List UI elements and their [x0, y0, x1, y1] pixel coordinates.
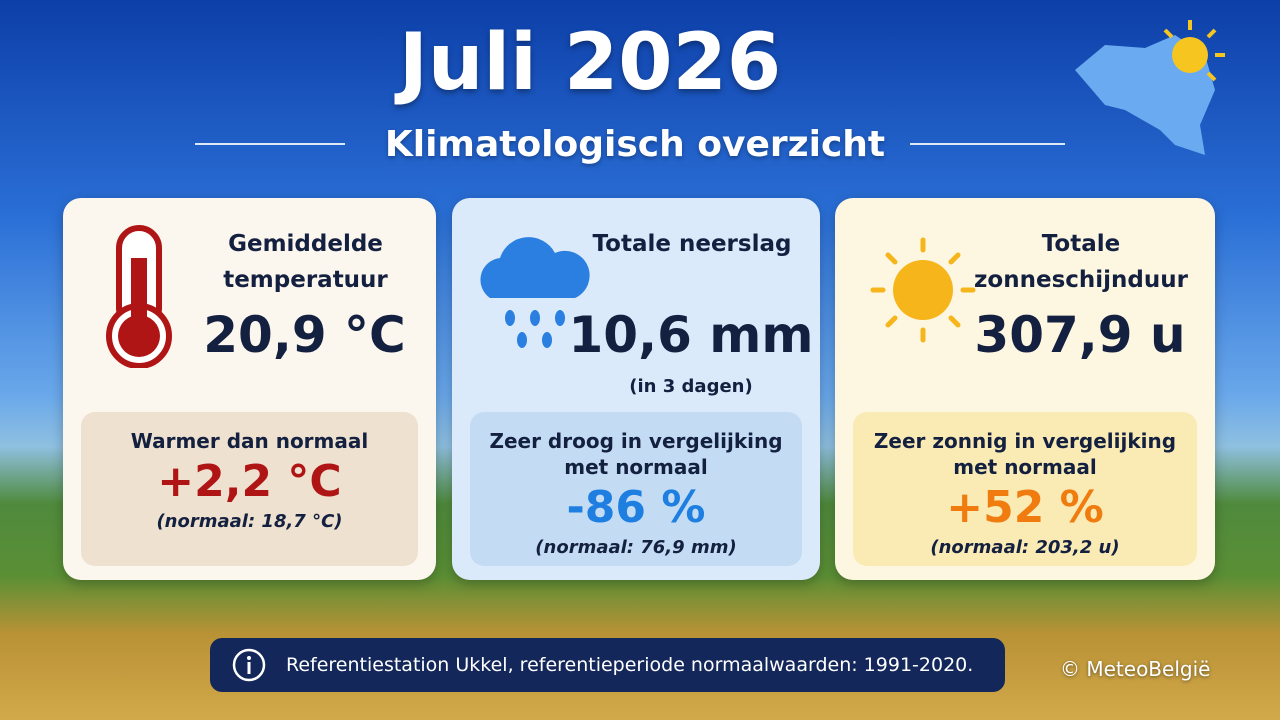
- sun-icon: [870, 237, 976, 343]
- footer-note-box: Referentiestation Ukkel, referentieperio…: [210, 638, 1005, 692]
- comparison: Zeer droog in vergelijking met normaal: [489, 429, 783, 479]
- rain-icon: [480, 237, 590, 348]
- card-value: 10,6 mm: [568, 306, 814, 364]
- temperature-card: Gemiddelde temperatuur 20,9 °C Warmer da…: [63, 198, 436, 580]
- precipitation-card: Totale neerslag 10,6 mm (in 3 dagen) Zee…: [452, 198, 820, 580]
- title: Juli 2026: [398, 18, 782, 108]
- thermometer-icon: [106, 225, 172, 368]
- card-note: (in 3 dagen): [629, 376, 753, 397]
- normal-value: (normaal: 18,7 °C): [156, 511, 343, 532]
- comparison: Warmer dan normaal: [130, 429, 369, 453]
- credit: © MeteoBelgië: [1060, 657, 1211, 681]
- sunshine-card: Totale zonneschijnduur 307,9 u Zeer zonn…: [835, 198, 1215, 580]
- normal-value: (normaal: 76,9 mm): [535, 537, 737, 558]
- belgium-sun-icon: [1075, 20, 1225, 155]
- normal-value: (normaal: 203,2 u): [930, 537, 1120, 558]
- deviation: +52 %: [946, 482, 1104, 533]
- deviation: +2,2 °C: [157, 456, 342, 507]
- divider: [195, 143, 345, 145]
- subtitle: Klimatologisch overzicht: [384, 124, 886, 165]
- comparison-panel: Warmer dan normaal +2,2 °C (normaal: 18,…: [81, 412, 418, 566]
- comparison: Zeer zonnig in vergelijking met normaal: [873, 429, 1177, 479]
- comparison-panel: Zeer droog in vergelijking met normaal -…: [470, 412, 802, 566]
- divider: [910, 143, 1065, 145]
- info-icon: [232, 648, 266, 682]
- card-title: Totale zonneschijnduur: [974, 231, 1188, 293]
- card-value: 307,9 u: [974, 306, 1186, 364]
- comparison-panel: Zeer zonnig in vergelijking met normaal …: [853, 412, 1197, 566]
- deviation: -86 %: [566, 482, 706, 533]
- card-title: Totale neerslag: [592, 231, 792, 257]
- footer-note: Referentiestation Ukkel, referentieperio…: [286, 654, 974, 676]
- card-title: Gemiddelde temperatuur: [223, 231, 388, 293]
- card-value: 20,9 °C: [203, 306, 406, 364]
